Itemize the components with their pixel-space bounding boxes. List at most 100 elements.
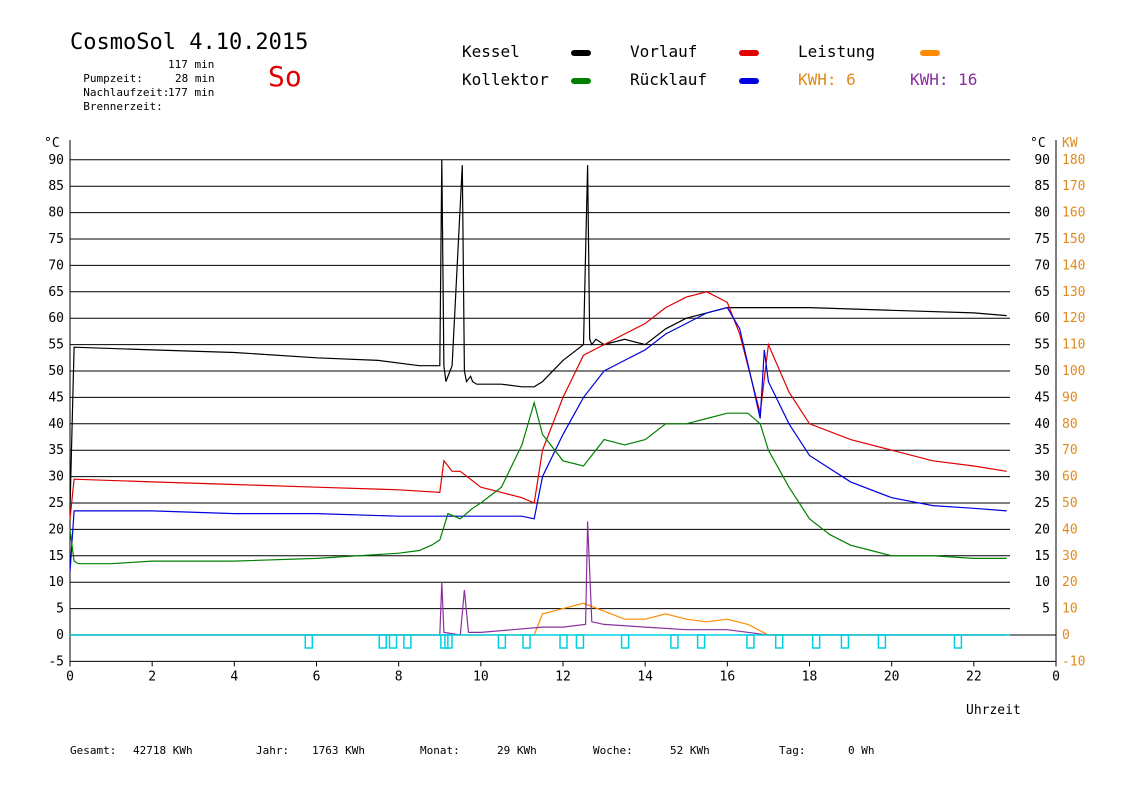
- x-tick-label: 0: [1052, 669, 1060, 684]
- series-line-kessel: [69, 159, 1007, 509]
- pump-pulse: [403, 634, 412, 649]
- x-tick-label: 8: [395, 669, 403, 684]
- y-tick-label-power: 150: [1062, 232, 1085, 247]
- weekday-label: So: [268, 60, 302, 93]
- y-tick-label-right: 65: [1034, 285, 1050, 300]
- y-tick-label-left: 55: [48, 338, 64, 353]
- y-tick-label-left: 90: [48, 153, 64, 168]
- y-axis-unit-left: °C: [44, 136, 60, 151]
- legend-leistung-swatch: [920, 50, 940, 56]
- pump-pulse: [774, 634, 784, 649]
- legend-kwh-purple: KWH: 16: [910, 70, 978, 89]
- y-tick-label-power: 30: [1062, 549, 1078, 564]
- footer-jahr-label: Jahr:: [256, 744, 290, 757]
- pump-pulse: [696, 634, 706, 649]
- y-tick-label-left: 75: [48, 232, 64, 247]
- x-tick-label: 6: [313, 669, 321, 684]
- footer-gesamt-label: Gesamt:: [70, 744, 117, 757]
- legend-kollektor-label: Kollektor: [462, 70, 549, 89]
- series-line-vorlauf: [69, 291, 1007, 519]
- x-tick-label: 16: [720, 669, 736, 684]
- y-tick-label-left: 10: [48, 575, 64, 590]
- y-tick-label-power: 90: [1062, 390, 1078, 405]
- x-tick-label: 10: [473, 669, 489, 684]
- y-tick-label-right: 55: [1034, 338, 1050, 353]
- y-axis-unit-right: °C: [1030, 136, 1046, 151]
- stat-pumpzeit: Pumpzeit:: [70, 58, 143, 86]
- y-tick-label-right: 70: [1034, 258, 1050, 273]
- y-tick-label-left: 50: [48, 364, 64, 379]
- y-tick-label-left: 30: [48, 470, 64, 485]
- pump-pulse: [378, 634, 387, 649]
- y-tick-label-right: 60: [1034, 311, 1050, 326]
- pump-pulse: [840, 634, 850, 649]
- x-tick-label: 14: [637, 669, 653, 684]
- y-tick-label-power: 80: [1062, 417, 1078, 432]
- pump-pulse: [497, 634, 507, 649]
- pump-pulse: [559, 634, 568, 649]
- y-tick-label-left: 5: [56, 602, 64, 617]
- y-tick-label-power: 40: [1062, 522, 1078, 537]
- stat-label: Brennerzeit:: [83, 100, 163, 113]
- x-tick-label: 18: [802, 669, 818, 684]
- y-tick-label-left: 80: [48, 206, 64, 221]
- pump-pulse: [620, 634, 630, 649]
- y-tick-label-right: 5: [1042, 602, 1050, 617]
- legend-kessel-label: Kessel: [462, 42, 520, 61]
- pump-pulse: [811, 634, 821, 649]
- y-tick-label-right: 15: [1034, 549, 1050, 564]
- x-tick-label: 20: [884, 669, 900, 684]
- stat-pumpzeit-value: 117 min: [168, 58, 215, 71]
- legend-ruecklauf-label: Rücklauf: [630, 70, 708, 89]
- y-tick-label-right: 80: [1034, 206, 1050, 221]
- pump-pulse: [444, 634, 453, 649]
- y-tick-label-right: 40: [1034, 417, 1050, 432]
- stat-brennerzeit: Brennerzeit:: [70, 86, 163, 114]
- y-tick-label-left: -5: [48, 654, 64, 669]
- legend-ruecklauf-swatch: [739, 78, 759, 84]
- stat-nachlaufzeit: Nachlaufzeit:: [70, 72, 169, 100]
- footer-monat-label: Monat:: [420, 744, 460, 757]
- pump-pulse: [953, 634, 963, 649]
- stat-nachlaufzeit-value: 28 min: [175, 72, 215, 85]
- legend-vorlauf-swatch: [739, 50, 759, 56]
- y-tick-label-left: 65: [48, 285, 64, 300]
- footer-tag-label: Tag:: [779, 744, 806, 757]
- y-tick-label-power: 140: [1062, 258, 1085, 273]
- y-tick-label-power: 10: [1062, 602, 1078, 617]
- y-tick-label-right: 20: [1034, 522, 1050, 537]
- y-tick-label-left: 35: [48, 443, 64, 458]
- footer-jahr-value: 1763 KWh: [312, 744, 365, 757]
- page-title: CosmoSol 4.10.2015: [70, 30, 309, 55]
- y-tick-label-power: 0: [1062, 628, 1070, 643]
- y-tick-label-right: 50: [1034, 364, 1050, 379]
- pump-pulse: [670, 634, 679, 649]
- series-line-leistung: [70, 602, 1007, 636]
- x-tick-label: 4: [230, 669, 238, 684]
- y-tick-label-power: 60: [1062, 470, 1078, 485]
- y-tick-label-right: 45: [1034, 390, 1050, 405]
- y-tick-label-power: 20: [1062, 575, 1078, 590]
- x-tick-label: 22: [966, 669, 982, 684]
- y-tick-label-right: 90: [1034, 153, 1050, 168]
- legend-leistung-label: Leistung: [798, 42, 876, 61]
- series-line-kwh: [70, 521, 1007, 636]
- stat-label: Nachlaufzeit:: [83, 86, 170, 99]
- stat-brennerzeit-value: 177 min: [168, 86, 215, 99]
- pump-pulse: [877, 634, 887, 649]
- y-tick-label-right: 75: [1034, 232, 1050, 247]
- y-tick-label-right: 35: [1034, 443, 1050, 458]
- y-tick-label-left: 0: [56, 628, 64, 643]
- pump-pulse: [746, 634, 755, 649]
- series-line-kollektor: [69, 400, 1007, 565]
- footer-woche-value: 52 KWh: [670, 744, 710, 757]
- stat-label: Pumpzeit:: [83, 72, 143, 85]
- series-line-rcklauf: [69, 306, 1007, 572]
- footer-monat-value: 29 KWh: [497, 744, 537, 757]
- y-tick-label-power: 70: [1062, 443, 1078, 458]
- y-tick-label-right: 30: [1034, 470, 1050, 485]
- pump-pulse: [522, 634, 531, 649]
- footer-tag-value: 0 Wh: [848, 744, 875, 757]
- y-tick-label-power: 130: [1062, 285, 1085, 300]
